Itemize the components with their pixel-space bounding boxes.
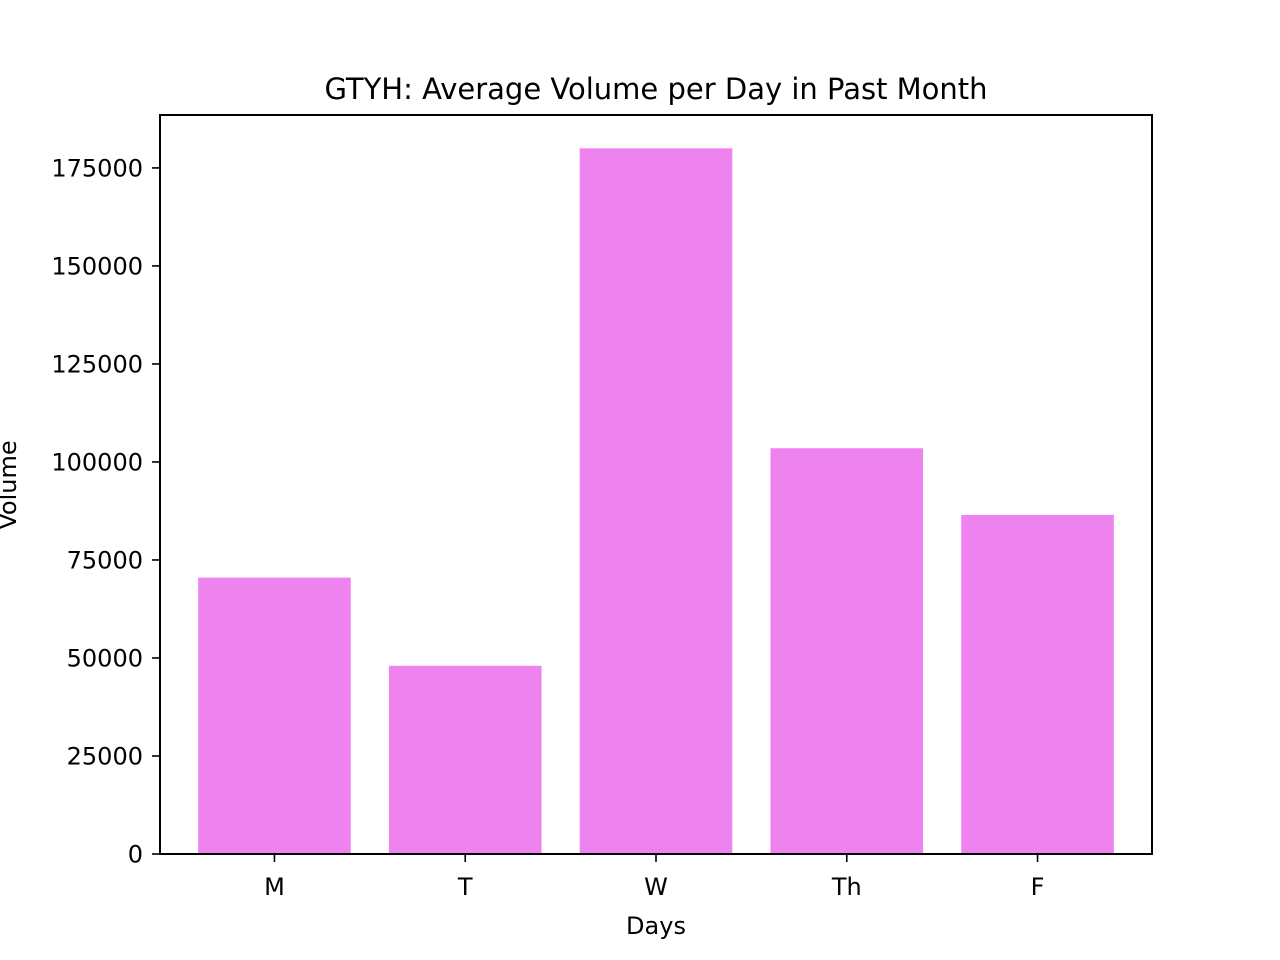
x-axis: M T W Th F (264, 854, 1044, 901)
y-tick-label: 125000 (51, 350, 143, 378)
y-tick-label: 25000 (67, 742, 143, 770)
x-tick-label: M (264, 873, 285, 901)
y-tick-label: 75000 (67, 546, 143, 574)
y-axis: 0 25000 50000 75000 100000 125000 150000 175000 (51, 154, 160, 869)
x-tick-label: W (644, 873, 668, 901)
bar-m (198, 577, 351, 854)
y-axis-label: Volume (0, 440, 22, 529)
plot-frame (159, 114, 1153, 855)
x-axis-label: Days (626, 912, 686, 940)
y-tick-label: 150000 (51, 252, 143, 280)
y-tick-label: 0 (128, 841, 143, 869)
y-tick-label: 175000 (51, 154, 143, 182)
y-tick-label: 50000 (67, 644, 143, 672)
bar-f (961, 514, 1114, 854)
bar-t (388, 665, 542, 854)
bar-th (770, 448, 924, 854)
bars-layer (198, 148, 1114, 854)
chart-title: GTYH: Average Volume per Day in Past Mon… (324, 72, 987, 106)
x-tick-label: F (1031, 873, 1045, 901)
bar-w (579, 148, 733, 854)
x-tick-label: Th (831, 873, 862, 901)
y-tick-label: 100000 (51, 448, 143, 476)
x-tick-label: T (457, 873, 473, 901)
